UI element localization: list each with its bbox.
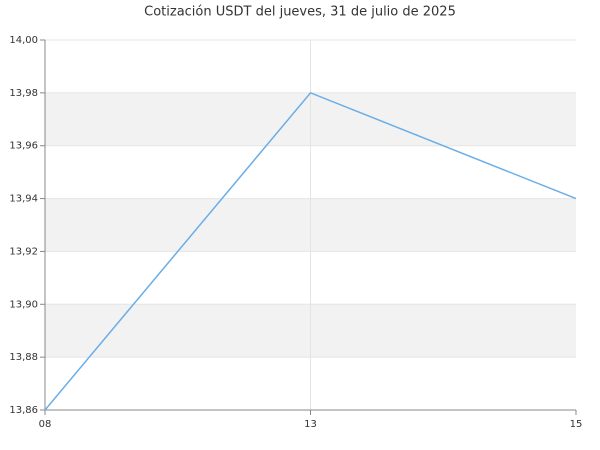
y-tick-label: 13,86 (9, 405, 38, 416)
y-tick-label: 13,94 (9, 194, 38, 205)
y-tick-label: 13,98 (9, 88, 38, 99)
line-series (44, 91, 577, 411)
chart-title: Cotización USDT del jueves, 31 de julio … (144, 5, 456, 20)
x-tick-label: 15 (570, 419, 583, 430)
y-tick-label: 13,96 (9, 141, 38, 152)
y-tick-label: 13,90 (9, 299, 38, 310)
x-tick-label: 13 (304, 419, 317, 430)
y-tick-label: 13,92 (9, 246, 38, 257)
x-tick-label: 08 (39, 419, 52, 430)
y-tick-label: 13,88 (9, 352, 38, 363)
y-tick-label: 14,00 (9, 35, 38, 46)
